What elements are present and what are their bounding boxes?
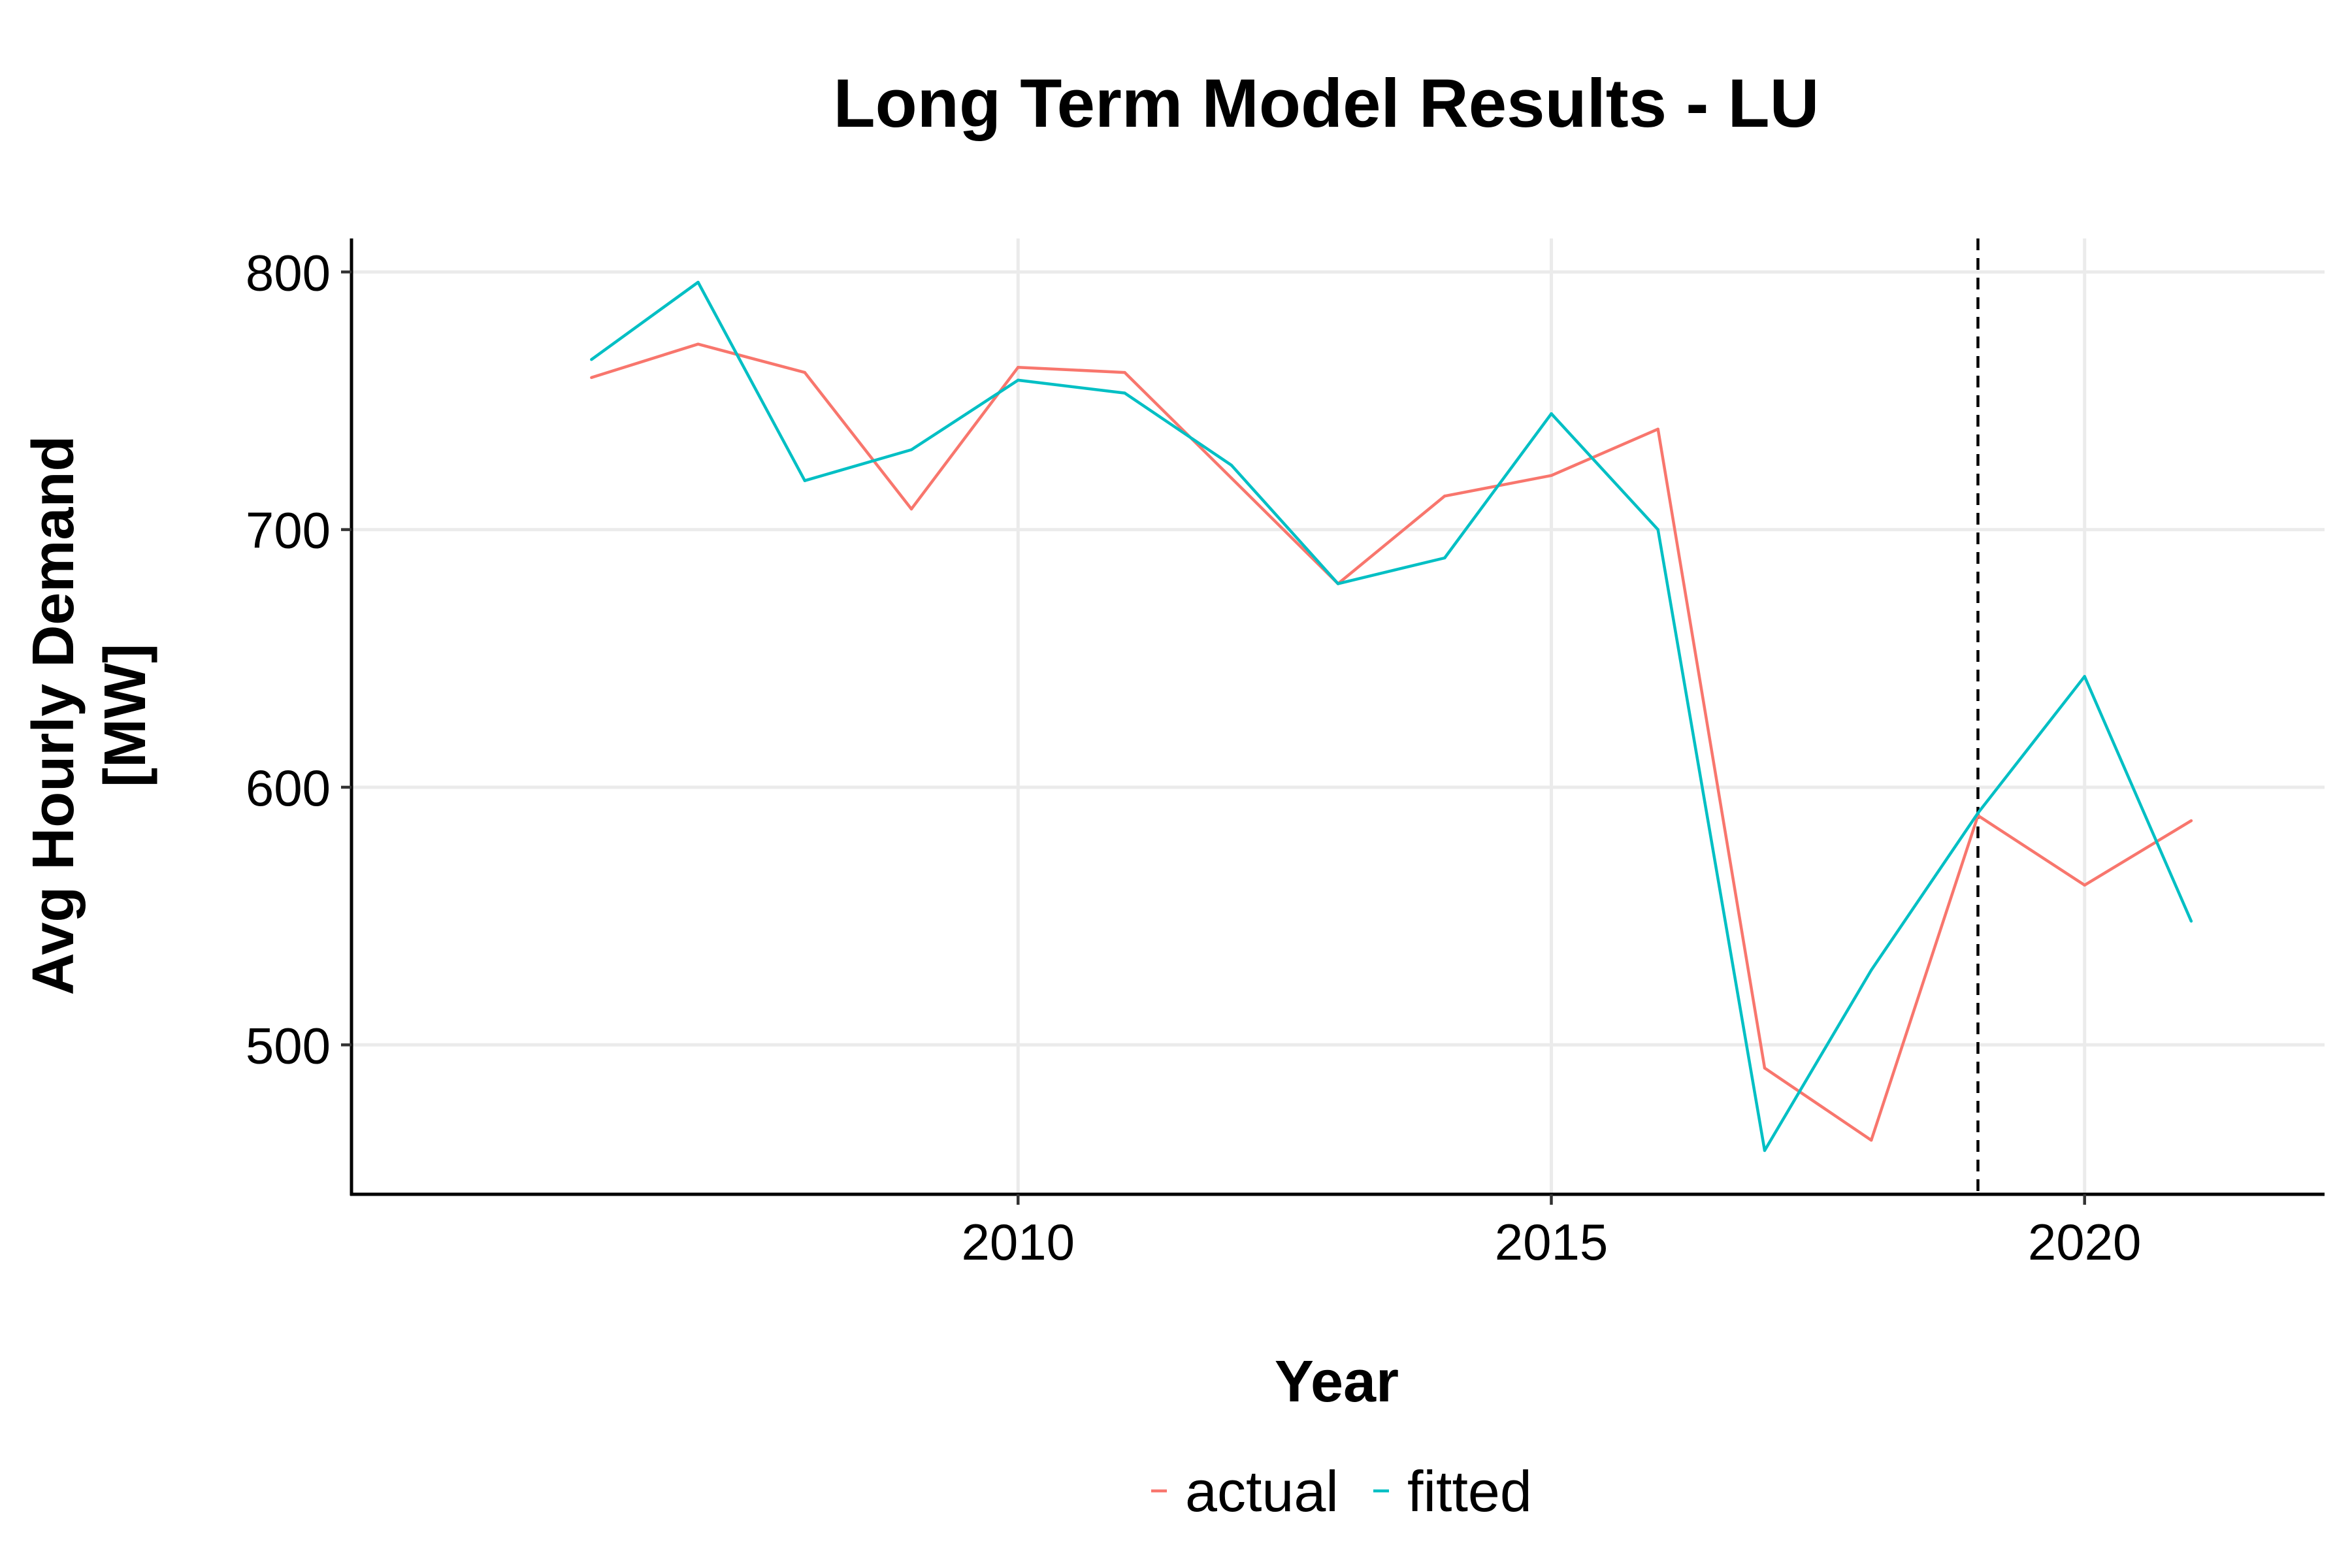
- data-point-actual-2015: [1550, 474, 1553, 477]
- series-line-fitted: [590, 280, 2193, 1152]
- data-point-fitted-2014: [1443, 556, 1446, 560]
- y-tick-label-700: 700: [246, 502, 331, 559]
- data-point-fitted-2008: [803, 479, 806, 482]
- data-point-actual-2008: [803, 370, 806, 374]
- data-point-fitted-2019: [1976, 811, 1980, 815]
- legend: actual fitted: [1151, 1459, 1532, 1524]
- data-point-fitted-2018: [1870, 968, 1873, 972]
- x-tick-label-2010: 2010: [962, 1213, 1075, 1271]
- data-point-fitted-2010: [1017, 378, 1020, 382]
- data-point-actual-2011: [1123, 370, 1126, 374]
- axes: [350, 238, 2325, 1196]
- y-axis-title-line-1: Avg Hourly Demand: [21, 436, 86, 996]
- data-point-actual-2009: [909, 507, 913, 511]
- data-point-actual-2016: [1656, 427, 1659, 431]
- data-point-fitted-2013: [1336, 582, 1340, 585]
- x-axis-title: Year: [1275, 1349, 1399, 1414]
- data-point-fitted-2012: [1230, 463, 1233, 467]
- series-lines: [590, 280, 2193, 1152]
- data-point-fitted-2006: [590, 358, 593, 361]
- data-point-fitted-2016: [1656, 528, 1659, 531]
- data-point-fitted-2021: [2189, 919, 2193, 923]
- legend-label-actual: actual: [1185, 1459, 1339, 1524]
- data-point-fitted-2011: [1123, 391, 1126, 395]
- data-point-fitted-2007: [696, 280, 700, 284]
- data-point-fitted-2015: [1550, 412, 1553, 416]
- data-point-fitted-2020: [2083, 675, 2086, 678]
- data-point-actual-2006: [590, 376, 593, 380]
- x-tick-label-2020: 2020: [2028, 1213, 2142, 1271]
- chart-title: Long Term Model Results - LU: [834, 65, 1820, 142]
- y-tick-label-600: 600: [246, 759, 331, 817]
- data-point-actual-2018: [1870, 1138, 1873, 1142]
- y-tick-label-500: 500: [246, 1017, 331, 1074]
- data-point-actual-2021: [2189, 819, 2193, 823]
- grid-lines: [351, 238, 2325, 1194]
- x-tick-label-2015: 2015: [1495, 1213, 1609, 1271]
- y-axis-title-line-2: [MW]: [93, 644, 158, 787]
- data-point-actual-2010: [1017, 365, 1020, 369]
- y-tick-label-800: 800: [246, 244, 331, 301]
- data-point-actual-2012: [1230, 476, 1233, 480]
- data-point-fitted-2009: [909, 448, 913, 451]
- data-point-actual-2020: [2083, 883, 2086, 887]
- data-point-actual-2017: [1763, 1066, 1767, 1070]
- data-point-fitted-2017: [1763, 1149, 1767, 1152]
- series-line-actual: [591, 342, 2193, 1142]
- legend-label-fitted: fitted: [1407, 1459, 1532, 1524]
- tick-labels: 2010 2015 2020 500 600 700 800: [246, 244, 2142, 1271]
- data-point-actual-2007: [696, 342, 700, 346]
- y-axis-title: Avg Hourly Demand [MW]: [21, 436, 158, 996]
- data-point-actual-2014: [1443, 495, 1446, 498]
